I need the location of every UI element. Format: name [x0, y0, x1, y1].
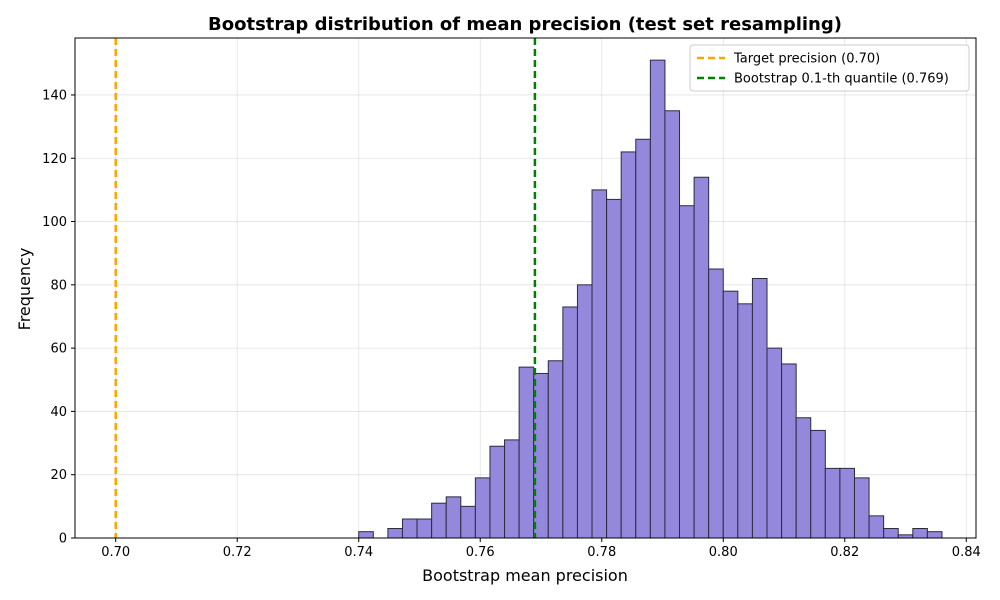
x-tick-label: 0.82 [830, 545, 859, 560]
histogram-bar [853, 477, 870, 539]
histogram-bar [620, 151, 637, 539]
histogram-bar [751, 278, 768, 539]
x-tick-label: 0.74 [344, 545, 373, 560]
histogram-bar [722, 290, 739, 539]
histogram-bar [401, 518, 418, 539]
x-tick-label: 0.84 [952, 545, 981, 560]
x-tick-label: 0.76 [466, 545, 495, 560]
y-tick-label: 100 [42, 215, 67, 230]
x-tick-label: 0.78 [587, 545, 616, 560]
legend-box [689, 44, 970, 92]
x-axis-label: Bootstrap mean precision [422, 566, 628, 585]
y-tick-label: 0 [59, 532, 67, 547]
histogram-bar [926, 531, 943, 539]
y-axis-ticks: 0 20 40 60 80 100 120 140 [42, 88, 75, 547]
histogram-bar [679, 205, 695, 539]
x-tick-label: 0.72 [223, 545, 252, 560]
x-axis-ticks: 0.70 0.72 0.74 0.76 0.78 0.80 0.82 0.84 [101, 538, 981, 560]
histogram-bar [795, 417, 812, 539]
histogram-bar [591, 189, 608, 539]
histogram-bar [693, 176, 710, 539]
legend: Target precision (0.70) Bootstrap 0.1-th… [689, 44, 970, 92]
chart-title: Bootstrap distribution of mean precision… [208, 14, 842, 35]
histogram-bar [868, 515, 885, 539]
y-tick-label: 60 [50, 342, 67, 357]
histogram-bar [664, 110, 681, 539]
histogram-bar [883, 528, 899, 539]
histogram-bar [460, 505, 476, 539]
y-tick-label: 20 [50, 468, 67, 483]
histogram-bar [708, 268, 724, 539]
histogram-bar [547, 360, 564, 539]
legend-label-target: Target precision (0.70) [733, 52, 880, 67]
histogram-bar [649, 59, 666, 539]
y-tick-label: 80 [50, 278, 67, 293]
y-tick-label: 40 [50, 405, 67, 420]
y-tick-label: 140 [42, 88, 67, 103]
histogram-bar [387, 528, 403, 539]
histogram-bar [781, 363, 797, 539]
histogram-bar [810, 429, 826, 539]
histogram-bar [504, 439, 520, 539]
y-axis-label: Frequency [15, 248, 34, 331]
histogram-bars [358, 59, 943, 539]
histogram-bar [635, 138, 651, 539]
plot-frame [74, 37, 977, 539]
legend-label-quantile: Bootstrap 0.1-th quantile (0.769) [734, 72, 949, 87]
histogram-bar [562, 306, 578, 539]
histogram-bar [358, 531, 374, 539]
histogram-bar [606, 198, 622, 539]
x-tick-label: 0.70 [101, 545, 130, 560]
reference-lines [114, 38, 537, 538]
histogram-bar [737, 303, 753, 539]
histogram-bar [518, 366, 535, 539]
histogram-bar [489, 445, 506, 539]
histogram-bar [912, 528, 928, 539]
x-tick-label: 0.80 [709, 545, 738, 560]
histogram-bar [839, 467, 855, 539]
histogram-bar [576, 284, 593, 539]
histogram-bar [766, 347, 783, 539]
y-tick-label: 120 [42, 152, 67, 167]
histogram-bar [824, 467, 841, 539]
histogram-bar [445, 496, 462, 539]
histogram-bar [431, 502, 447, 539]
histogram-bar [416, 518, 433, 539]
histogram-bar [474, 477, 491, 539]
